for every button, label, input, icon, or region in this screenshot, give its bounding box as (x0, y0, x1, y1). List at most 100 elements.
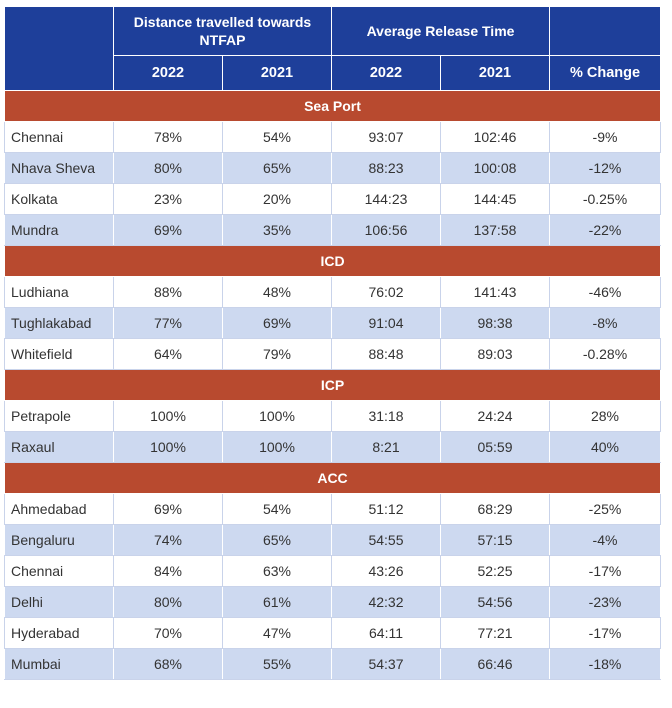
release-time-2021-cell: 102:46 (440, 121, 550, 153)
release-time-2022-cell: 54:37 (331, 648, 441, 680)
release-time-2021-cell: 98:38 (440, 307, 550, 339)
header-distance-2022: 2022 (113, 55, 223, 91)
header-distance-2021: 2021 (222, 55, 332, 91)
release-time-2022-cell: 43:26 (331, 555, 441, 587)
release-time-2022-cell: 144:23 (331, 183, 441, 215)
location-name-cell: Ahmedabad (4, 493, 114, 525)
distance-2021-cell: 100% (222, 431, 332, 463)
header-release-2021: 2021 (440, 55, 550, 91)
header-release-time-group: Average Release Time (331, 6, 550, 56)
release-time-2021-cell: 68:29 (440, 493, 550, 525)
table-row: Petrapole 100% 100% 31:18 24:24 28% (4, 400, 661, 432)
release-time-2022-cell: 31:18 (331, 400, 441, 432)
distance-2022-cell: 69% (113, 493, 223, 525)
distance-2021-cell: 63% (222, 555, 332, 587)
distance-2021-cell: 20% (222, 183, 332, 215)
release-time-2022-cell: 106:56 (331, 214, 441, 246)
distance-2021-cell: 48% (222, 276, 332, 308)
distance-2022-cell: 78% (113, 121, 223, 153)
distance-2022-cell: 84% (113, 555, 223, 587)
table-row: Delhi 80% 61% 42:32 54:56 -23% (4, 586, 661, 618)
distance-2021-cell: 65% (222, 524, 332, 556)
release-time-2022-cell: 54:55 (331, 524, 441, 556)
distance-2022-cell: 23% (113, 183, 223, 215)
percent-change-cell: -0.25% (549, 183, 661, 215)
release-time-2022-cell: 91:04 (331, 307, 441, 339)
release-time-2021-cell: 54:56 (440, 586, 550, 618)
release-time-2021-cell: 100:08 (440, 152, 550, 184)
table-row: Tughlakabad 77% 69% 91:04 98:38 -8% (4, 307, 661, 339)
release-time-table: Distance travelled towards NTFAP Average… (4, 6, 661, 680)
table-row: Ludhiana 88% 48% 76:02 141:43 -46% (4, 276, 661, 308)
location-name-cell: Tughlakabad (4, 307, 114, 339)
distance-2021-cell: 54% (222, 493, 332, 525)
table-body: Sea Port Chennai 78% 54% 93:07 102:46 -9% Nhava… (4, 90, 661, 680)
location-name-cell: Chennai (4, 555, 114, 587)
section-title: ACC (4, 462, 661, 494)
distance-2021-cell: 54% (222, 121, 332, 153)
table-row: Whitefield 64% 79% 88:48 89:03 -0.28% (4, 338, 661, 370)
release-time-2022-cell: 64:11 (331, 617, 441, 649)
section-header-row: Sea Port (4, 90, 661, 122)
release-time-2021-cell: 137:58 (440, 214, 550, 246)
percent-change-cell: -17% (549, 617, 661, 649)
location-name-cell: Kolkata (4, 183, 114, 215)
location-name-cell: Raxaul (4, 431, 114, 463)
location-name-cell: Hyderabad (4, 617, 114, 649)
percent-change-cell: -17% (549, 555, 661, 587)
release-time-2022-cell: 93:07 (331, 121, 441, 153)
section-title: Sea Port (4, 90, 661, 122)
header-percent-change: % Change (549, 55, 661, 91)
release-time-2021-cell: 77:21 (440, 617, 550, 649)
table-row: Raxaul 100% 100% 8:21 05:59 40% (4, 431, 661, 463)
distance-2022-cell: 64% (113, 338, 223, 370)
percent-change-cell: -18% (549, 648, 661, 680)
percent-change-cell: -12% (549, 152, 661, 184)
release-time-2021-cell: 89:03 (440, 338, 550, 370)
percent-change-cell: 28% (549, 400, 661, 432)
distance-2021-cell: 100% (222, 400, 332, 432)
percent-change-cell: -8% (549, 307, 661, 339)
location-name-cell: Chennai (4, 121, 114, 153)
percent-change-cell: -4% (549, 524, 661, 556)
table-row: Kolkata 23% 20% 144:23 144:45 -0.25% (4, 183, 661, 215)
section-header-row: ICP (4, 369, 661, 401)
percent-change-cell: -25% (549, 493, 661, 525)
distance-2022-cell: 69% (113, 214, 223, 246)
location-name-cell: Petrapole (4, 400, 114, 432)
release-time-2021-cell: 144:45 (440, 183, 550, 215)
distance-2022-cell: 80% (113, 586, 223, 618)
distance-2022-cell: 68% (113, 648, 223, 680)
header-blank-cell (4, 6, 114, 91)
location-name-cell: Mundra (4, 214, 114, 246)
distance-2022-cell: 70% (113, 617, 223, 649)
distance-2022-cell: 100% (113, 400, 223, 432)
release-time-2022-cell: 51:12 (331, 493, 441, 525)
release-time-2022-cell: 42:32 (331, 586, 441, 618)
table-row: Ahmedabad 69% 54% 51:12 68:29 -25% (4, 493, 661, 525)
table-row: Mumbai 68% 55% 54:37 66:46 -18% (4, 648, 661, 680)
location-name-cell: Nhava Sheva (4, 152, 114, 184)
location-name-cell: Ludhiana (4, 276, 114, 308)
table-row: Bengaluru 74% 65% 54:55 57:15 -4% (4, 524, 661, 556)
release-time-2022-cell: 76:02 (331, 276, 441, 308)
section-header-row: ICD (4, 245, 661, 277)
header-distance-group: Distance travelled towards NTFAP (113, 6, 332, 56)
release-time-2022-cell: 8:21 (331, 431, 441, 463)
header-release-2022: 2022 (331, 55, 441, 91)
section-title: ICP (4, 369, 661, 401)
distance-2021-cell: 35% (222, 214, 332, 246)
distance-2022-cell: 100% (113, 431, 223, 463)
table-header: Distance travelled towards NTFAP Average… (4, 6, 661, 91)
table-row: Mundra 69% 35% 106:56 137:58 -22% (4, 214, 661, 246)
release-time-2021-cell: 66:46 (440, 648, 550, 680)
location-name-cell: Whitefield (4, 338, 114, 370)
table-row: Hyderabad 70% 47% 64:11 77:21 -17% (4, 617, 661, 649)
release-time-2022-cell: 88:48 (331, 338, 441, 370)
percent-change-cell: -0.28% (549, 338, 661, 370)
location-name-cell: Mumbai (4, 648, 114, 680)
percent-change-cell: -22% (549, 214, 661, 246)
distance-2021-cell: 61% (222, 586, 332, 618)
distance-2022-cell: 77% (113, 307, 223, 339)
release-time-2021-cell: 57:15 (440, 524, 550, 556)
